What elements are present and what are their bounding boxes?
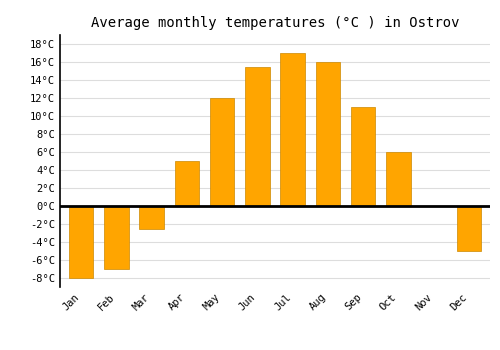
- Bar: [351, 107, 376, 206]
- Bar: [104, 206, 128, 269]
- Bar: [69, 206, 94, 278]
- Bar: [210, 98, 234, 206]
- Bar: [174, 161, 199, 206]
- Bar: [280, 53, 305, 206]
- Title: Average monthly temperatures (°C ) in Ostrov: Average monthly temperatures (°C ) in Os…: [91, 16, 459, 30]
- Bar: [316, 62, 340, 206]
- Bar: [456, 206, 481, 251]
- Bar: [245, 66, 270, 206]
- Bar: [386, 152, 410, 206]
- Bar: [140, 206, 164, 229]
